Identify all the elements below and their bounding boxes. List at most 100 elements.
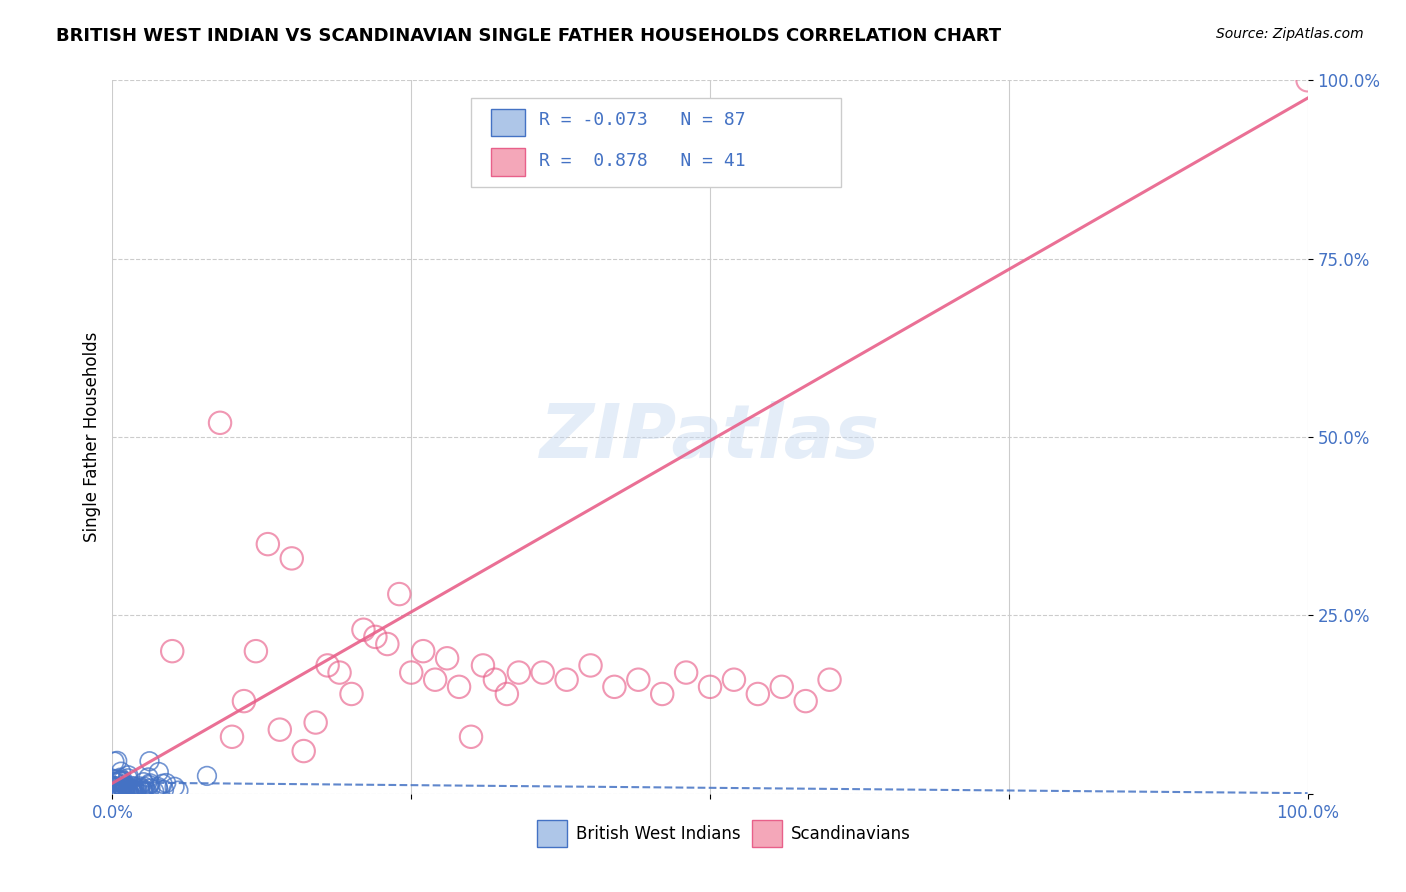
Point <box>122 780 145 794</box>
Point <box>118 785 141 799</box>
Point <box>118 786 141 800</box>
Point <box>388 587 411 601</box>
Point <box>107 786 129 800</box>
Point <box>108 773 131 788</box>
Point <box>139 776 162 790</box>
Point <box>103 780 125 794</box>
Point <box>103 779 125 793</box>
Point <box>105 780 128 794</box>
Point <box>111 773 134 788</box>
Point <box>105 787 128 801</box>
Point <box>146 780 169 794</box>
FancyBboxPatch shape <box>471 98 842 187</box>
Point <box>329 665 352 680</box>
Point <box>110 764 132 779</box>
Point <box>117 780 139 794</box>
Point <box>103 775 125 789</box>
Point <box>117 784 139 798</box>
Point <box>401 665 423 680</box>
Point <box>146 781 169 796</box>
Point <box>110 773 132 788</box>
Point <box>472 658 495 673</box>
Point <box>340 687 363 701</box>
Point <box>531 665 554 680</box>
Point <box>104 783 127 797</box>
Point <box>167 783 190 797</box>
Point <box>148 764 170 779</box>
Text: Source: ZipAtlas.com: Source: ZipAtlas.com <box>1216 27 1364 41</box>
Point <box>364 630 387 644</box>
Point <box>579 658 602 673</box>
Point <box>124 783 146 797</box>
Point <box>153 783 176 797</box>
Point <box>127 781 149 796</box>
Point <box>138 754 160 768</box>
Text: ZIPatlas: ZIPatlas <box>540 401 880 474</box>
Point <box>121 781 143 796</box>
Point <box>114 777 136 791</box>
Point <box>114 780 136 795</box>
Point <box>508 665 530 680</box>
Point <box>316 658 339 673</box>
Text: British West Indians: British West Indians <box>576 825 741 843</box>
Point <box>281 551 304 566</box>
Point <box>110 785 132 799</box>
Point <box>818 673 841 687</box>
Point <box>125 784 148 798</box>
Point <box>132 775 155 789</box>
Point <box>155 776 177 790</box>
Point <box>627 673 650 687</box>
Point <box>162 644 183 658</box>
Point <box>496 687 519 701</box>
FancyBboxPatch shape <box>537 821 567 847</box>
Point <box>110 773 132 788</box>
Point <box>377 637 399 651</box>
Point <box>134 784 156 798</box>
Point <box>163 780 186 794</box>
Point <box>699 680 721 694</box>
Point <box>114 780 136 794</box>
Point <box>103 787 125 801</box>
Point <box>121 786 143 800</box>
Point <box>108 782 131 797</box>
Point <box>111 787 134 801</box>
Text: Scandinavians: Scandinavians <box>792 825 911 843</box>
Point <box>305 715 328 730</box>
Point <box>131 785 153 799</box>
Point <box>138 771 160 785</box>
Point <box>436 651 458 665</box>
Point <box>723 673 745 687</box>
Point <box>122 784 145 798</box>
Point <box>103 780 125 795</box>
Point <box>484 673 506 687</box>
Point <box>131 781 153 796</box>
Point <box>112 782 135 797</box>
Y-axis label: Single Father Households: Single Father Households <box>83 332 101 542</box>
Point <box>221 730 243 744</box>
Point <box>747 687 769 701</box>
Point <box>132 783 155 797</box>
Point <box>118 787 141 801</box>
Point <box>555 673 578 687</box>
Text: BRITISH WEST INDIAN VS SCANDINAVIAN SINGLE FATHER HOUSEHOLDS CORRELATION CHART: BRITISH WEST INDIAN VS SCANDINAVIAN SING… <box>56 27 1001 45</box>
Point <box>134 780 156 794</box>
Point <box>111 780 134 794</box>
Point <box>122 785 145 799</box>
Point <box>103 779 125 793</box>
Point <box>139 781 162 796</box>
Point <box>104 775 127 789</box>
Point <box>425 673 447 687</box>
Point <box>352 623 374 637</box>
Point <box>128 780 150 794</box>
Point <box>651 687 673 701</box>
Point <box>111 780 134 794</box>
Point <box>143 784 166 798</box>
Point <box>110 782 132 797</box>
Point <box>209 416 232 430</box>
Point <box>117 768 139 782</box>
Point <box>103 755 125 769</box>
Point <box>129 781 152 796</box>
FancyBboxPatch shape <box>491 148 524 176</box>
Point <box>1296 73 1319 87</box>
Text: R =  0.878   N = 41: R = 0.878 N = 41 <box>538 152 745 169</box>
